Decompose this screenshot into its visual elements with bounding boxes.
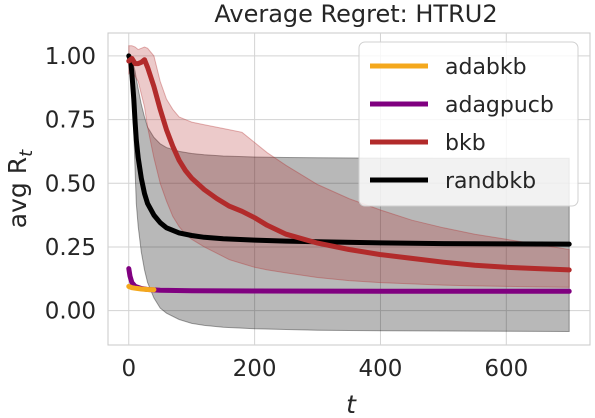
line-bkb: [126, 56, 572, 273]
y-axis-ticks: 0.00 0.25 0.50 0.75 1.00: [45, 44, 96, 325]
legend-label-randbkb: randbkb: [445, 169, 536, 194]
x-tick-label: 400: [359, 356, 403, 382]
y-tick-label: 0.50: [45, 171, 96, 197]
y-tick-label: 0.75: [45, 108, 96, 134]
y-axis-title-main: avg R: [3, 157, 32, 228]
line-adabkb: [126, 283, 157, 293]
x-tick-label: 600: [484, 356, 528, 382]
y-tick-label: 0.00: [45, 299, 96, 325]
y-tick-label: 0.25: [45, 235, 96, 261]
x-axis-title: t: [346, 390, 357, 418]
line-randbkb: [126, 53, 572, 247]
legend: adabkb adagpucb bkb randbkb: [358, 41, 579, 207]
y-axis-title-subscript: t: [16, 149, 37, 157]
series-lines: [126, 53, 572, 294]
x-tick-label: 0: [121, 356, 136, 382]
chart-title: Average Regret: HTRU2: [214, 0, 497, 28]
y-axis-title: avg Rt: [3, 149, 37, 228]
band-bkb: [128, 45, 570, 288]
x-tick-label: 200: [233, 356, 277, 382]
y-tick-label: 1.00: [45, 44, 96, 70]
x-axis-ticks: 0 200 400 600: [121, 356, 528, 382]
legend-label-adabkb: adabkb: [445, 55, 527, 80]
legend-label-adagpucb: adagpucb: [445, 93, 554, 118]
legend-box: [358, 41, 579, 207]
legend-label-bkb: bkb: [445, 131, 486, 156]
